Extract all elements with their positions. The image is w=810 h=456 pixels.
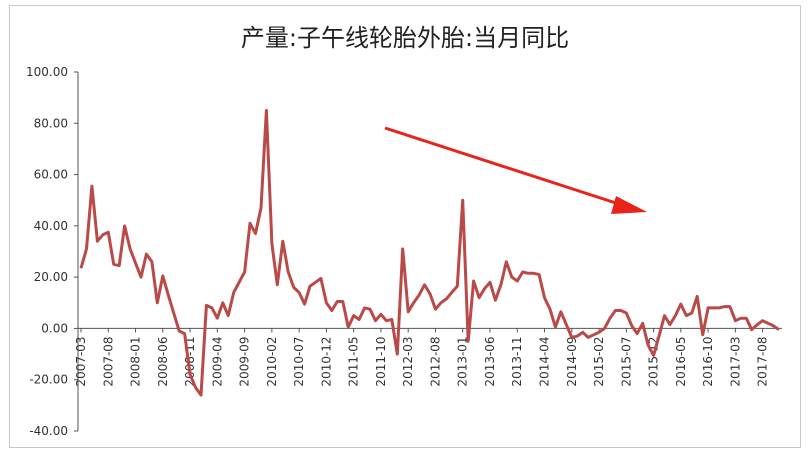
y-tick-label: 100.00 [26, 65, 68, 79]
x-tick-label: 2010-07 [292, 336, 306, 386]
x-tick-label: 2016-10 [701, 336, 715, 386]
y-tick-label: 20.00 [34, 270, 68, 284]
y-tick-label: 60.00 [34, 168, 68, 182]
series-line [79, 109, 780, 397]
chart-title: 产量:子午线轮胎外胎:当月同比 [240, 24, 570, 52]
x-tick-label: 2009-04 [210, 336, 224, 386]
x-tick-label: 2009-09 [238, 336, 252, 386]
x-tick-label: 2017-03 [728, 336, 742, 386]
x-tick-label: 2017-08 [756, 336, 770, 386]
y-tick-label: 40.00 [34, 219, 68, 233]
y-tick-label: 0.00 [41, 321, 68, 335]
y-tick-label: 80.00 [34, 116, 68, 130]
y-tick-label: -20.00 [29, 373, 68, 387]
x-tick-label: 2008-01 [129, 336, 143, 386]
chart-frame [9, 5, 801, 448]
x-tick-label: 2008-06 [156, 336, 170, 386]
x-tick-label: 2012-08 [428, 336, 442, 386]
x-tick-label: 2013-11 [510, 336, 524, 386]
x-tick-label: 2010-12 [319, 336, 333, 386]
x-tick-label: 2007-08 [101, 336, 115, 386]
x-tick-label: 2013-01 [456, 336, 470, 386]
x-tick-label: 2013-06 [483, 336, 497, 386]
x-tick-label: 2015-07 [619, 336, 633, 386]
arrow-shaft [384, 126, 623, 207]
x-tick-label: 2014-04 [538, 336, 552, 386]
x-tick-label: 2014-09 [565, 336, 579, 386]
x-tick-label: 2007-03 [74, 336, 88, 386]
x-tick-label: 2016-05 [674, 336, 688, 386]
x-tick-label: 2015-02 [592, 336, 606, 386]
x-tick-label: 2012-03 [401, 336, 415, 386]
x-tick-label: 2011-05 [347, 336, 361, 386]
y-tick-label: -40.00 [29, 424, 68, 438]
x-tick-label: 2011-10 [374, 336, 388, 386]
x-tick-label: 2010-02 [265, 336, 279, 386]
arrow-head [611, 196, 647, 214]
